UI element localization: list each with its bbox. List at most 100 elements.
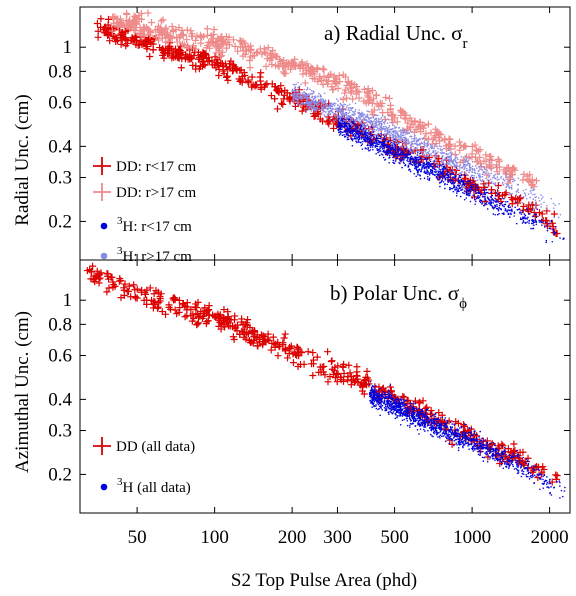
data-point bbox=[102, 25, 110, 33]
data-point bbox=[297, 99, 299, 102]
data-point bbox=[409, 148, 411, 151]
data-point bbox=[238, 78, 246, 86]
data-point bbox=[419, 163, 422, 165]
data-point bbox=[187, 305, 195, 313]
data-point bbox=[372, 116, 375, 119]
data-point bbox=[439, 173, 442, 175]
data-point bbox=[490, 181, 492, 184]
data-point bbox=[527, 475, 529, 478]
data-point bbox=[368, 110, 370, 113]
data-point bbox=[276, 55, 284, 63]
data-point bbox=[459, 183, 462, 185]
data-point bbox=[383, 138, 385, 140]
data-point bbox=[337, 104, 339, 106]
data-point bbox=[360, 144, 363, 147]
data-point bbox=[502, 189, 510, 197]
data-point bbox=[361, 115, 363, 117]
data-point bbox=[505, 453, 507, 456]
data-point bbox=[230, 335, 238, 343]
data-point bbox=[309, 103, 312, 106]
data-point bbox=[439, 148, 442, 150]
data-point bbox=[524, 214, 527, 217]
data-point bbox=[414, 402, 416, 405]
data-point bbox=[393, 143, 396, 145]
data-point bbox=[484, 171, 486, 173]
data-point bbox=[369, 146, 372, 149]
data-point bbox=[441, 135, 449, 143]
data-point bbox=[117, 294, 125, 302]
data-point bbox=[503, 203, 506, 206]
data-point bbox=[356, 129, 359, 132]
data-point bbox=[364, 135, 367, 138]
data-point bbox=[387, 140, 389, 143]
data-point bbox=[417, 169, 420, 171]
data-point bbox=[402, 139, 404, 142]
data-point bbox=[345, 361, 353, 369]
data-point bbox=[444, 158, 446, 160]
data-point bbox=[172, 49, 180, 57]
data-point bbox=[154, 22, 162, 30]
data-point bbox=[276, 342, 284, 350]
data-point bbox=[401, 405, 403, 408]
data-point bbox=[403, 162, 405, 165]
data-point bbox=[305, 98, 308, 101]
data-point bbox=[426, 169, 429, 172]
data-point bbox=[301, 96, 303, 98]
data-point bbox=[524, 193, 527, 195]
data-point bbox=[422, 153, 424, 155]
y-tick-label: 1 bbox=[63, 37, 73, 58]
data-point bbox=[374, 138, 377, 141]
data-point bbox=[535, 475, 537, 478]
data-point bbox=[382, 156, 385, 159]
data-point bbox=[490, 191, 492, 194]
data-point bbox=[419, 178, 422, 180]
data-point bbox=[287, 65, 295, 73]
data-point bbox=[416, 408, 418, 411]
data-point bbox=[422, 136, 425, 139]
data-point bbox=[384, 145, 386, 147]
data-point bbox=[109, 32, 117, 40]
data-point bbox=[368, 149, 370, 152]
data-point bbox=[321, 112, 323, 114]
data-point bbox=[435, 175, 438, 178]
data-point bbox=[279, 62, 287, 70]
data-point bbox=[197, 33, 205, 41]
data-point bbox=[413, 142, 416, 145]
data-point bbox=[181, 313, 189, 321]
data-point bbox=[382, 121, 385, 124]
data-point bbox=[208, 61, 216, 69]
data-point bbox=[451, 150, 459, 158]
data-point bbox=[217, 52, 225, 60]
data-point bbox=[377, 132, 379, 135]
data-point bbox=[391, 134, 394, 137]
data-point bbox=[89, 262, 97, 270]
data-point bbox=[144, 43, 152, 51]
data-point bbox=[482, 157, 490, 165]
data-point bbox=[471, 186, 474, 188]
data-point bbox=[486, 174, 488, 176]
data-point bbox=[311, 101, 313, 104]
data-point bbox=[504, 209, 507, 212]
data-point bbox=[488, 176, 490, 178]
data-point bbox=[434, 164, 437, 166]
data-point bbox=[372, 129, 374, 131]
data-point bbox=[360, 138, 363, 140]
data-point bbox=[376, 114, 379, 117]
data-point bbox=[475, 187, 477, 190]
data-point bbox=[239, 328, 247, 336]
data-point bbox=[391, 130, 394, 133]
data-point bbox=[381, 154, 384, 156]
data-point bbox=[217, 37, 225, 45]
data-point bbox=[369, 144, 371, 147]
data-point bbox=[426, 145, 428, 148]
data-point bbox=[448, 440, 456, 448]
data-point bbox=[353, 126, 356, 128]
data-point bbox=[408, 169, 410, 171]
data-point bbox=[484, 197, 486, 200]
data-point bbox=[375, 133, 378, 136]
data-point bbox=[521, 202, 524, 204]
data-point bbox=[369, 142, 371, 145]
series-1 bbox=[108, 9, 540, 191]
data-point bbox=[94, 27, 102, 35]
data-point bbox=[491, 197, 493, 200]
